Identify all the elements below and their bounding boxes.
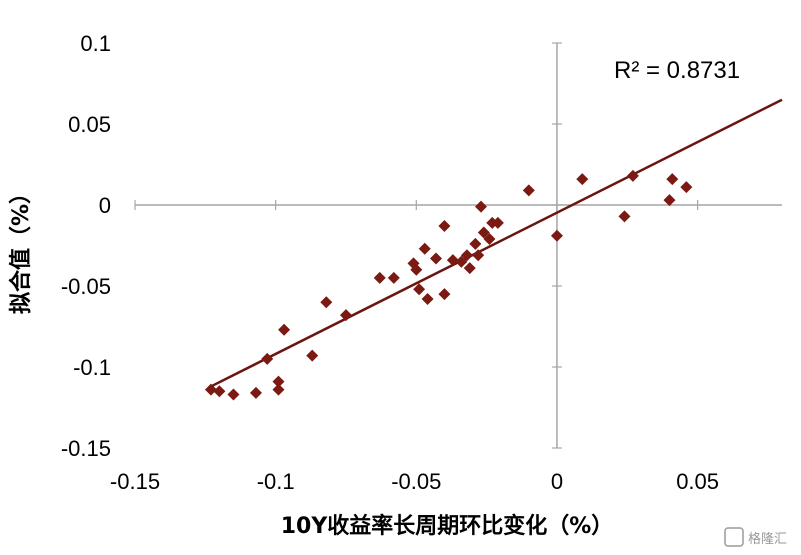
data-point [339, 309, 352, 322]
data-point [455, 255, 468, 268]
y-tick-label: 0.1 [80, 31, 111, 56]
x-tick-label: -0.15 [110, 469, 160, 494]
data-point [418, 242, 431, 255]
data-point [472, 249, 485, 262]
x-tick-labels: -0.15 -0.1 -0.05 0 0.05 [110, 469, 719, 494]
trendline-layer [210, 98, 783, 388]
data-point [410, 263, 423, 276]
data-point [429, 252, 442, 265]
y-tick-label: -0.15 [61, 436, 111, 461]
data-point [680, 181, 693, 194]
data-point [618, 210, 631, 223]
y-tick-label: 0 [99, 193, 111, 218]
r-squared-annotation: R² = 0.8731 [614, 57, 740, 84]
trendline [210, 98, 783, 388]
data-point [438, 220, 451, 233]
data-point [227, 388, 240, 401]
data-point [249, 386, 262, 399]
data-point [421, 292, 434, 305]
data-point [387, 271, 400, 284]
x-tick-label: -0.1 [257, 469, 295, 494]
y-tick-label: 0.05 [68, 112, 111, 137]
x-tick-label: 0 [551, 469, 563, 494]
watermark-text: 格隆汇 [748, 531, 787, 547]
watermark-logo: 格隆汇 [724, 527, 787, 547]
data-point [576, 173, 589, 186]
data-point [373, 271, 386, 284]
data-point [272, 383, 285, 396]
data-point [626, 169, 639, 182]
data-point [522, 184, 535, 197]
y-tick-label: -0.1 [73, 355, 111, 380]
y-axis-title: 拟合值（%） [8, 182, 34, 314]
data-point [666, 173, 679, 186]
data-point [491, 216, 504, 229]
data-point [261, 352, 274, 365]
data-point [463, 262, 476, 275]
data-point [469, 237, 482, 250]
x-tick-label: -0.05 [391, 469, 441, 494]
data-point [477, 226, 490, 239]
data-point [475, 200, 488, 213]
data-point [446, 254, 459, 267]
data-point [272, 375, 285, 388]
y-tick-labels: 0.1 0.05 0 -0.05 -0.1 -0.15 [61, 31, 111, 461]
data-point [438, 288, 451, 301]
x-tick-label: 0.05 [676, 469, 719, 494]
x-axis-title: 10Y收益率长周期环比变化（%） [281, 513, 614, 539]
data-point [306, 349, 319, 362]
data-point [460, 249, 473, 262]
data-point [663, 194, 676, 207]
data-point [550, 229, 563, 242]
data-points [204, 169, 693, 401]
data-point [204, 383, 217, 396]
y-tick-label: -0.05 [61, 274, 111, 299]
axes-layer [134, 42, 782, 449]
data-point [320, 296, 333, 309]
data-point [483, 233, 496, 246]
data-point [278, 323, 291, 336]
data-point [213, 385, 226, 398]
data-point [413, 283, 426, 296]
